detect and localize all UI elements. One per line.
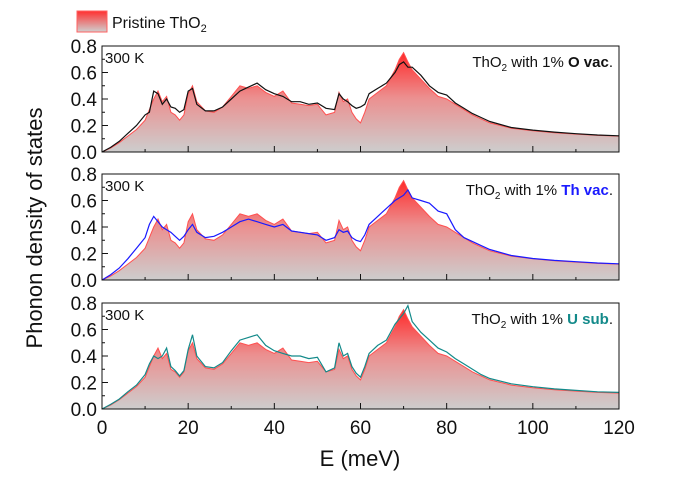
x-tick-label: 80 <box>436 418 457 439</box>
panel-title: ThO2 with 1% U sub. <box>472 311 613 331</box>
y-axis-label: Phonon density of states <box>22 108 47 349</box>
y-tick-label: 0.2 <box>71 245 97 266</box>
y-tick-label: 0.8 <box>71 165 97 186</box>
y-tick-label: 0.6 <box>71 64 97 85</box>
legend: Pristine ThO2 <box>76 10 207 35</box>
defect-line <box>101 61 620 153</box>
y-tick-label: 0.4 <box>71 218 98 239</box>
defect-line <box>101 188 620 281</box>
y-tick-label: 0.2 <box>71 374 97 395</box>
pristine-area <box>101 51 620 153</box>
y-tick-label: 0.6 <box>71 192 97 213</box>
panel-title: ThO2 with 1% Th vac. <box>466 182 613 202</box>
defect-line <box>101 303 620 410</box>
panel-3: 0.0 0.2 0.4 0.6 0.8 0 20 40 60 80 100 120 300 K ThO2 … <box>71 294 635 439</box>
x-tick-label: 100 <box>517 418 549 439</box>
temperature-label: 300 K <box>105 50 144 67</box>
y-tick-label: 0.0 <box>71 271 97 292</box>
y-tick-label: 0.0 <box>71 400 97 421</box>
x-axis-label: E (meV) <box>320 446 401 471</box>
y-tick-label: 0.8 <box>71 37 97 58</box>
y-tick-label: 0.8 <box>71 294 97 315</box>
y-tick-label: 0.0 <box>71 143 97 164</box>
x-tick-label: 60 <box>350 418 371 439</box>
temperature-label: 300 K <box>105 178 144 195</box>
y-tick-label: 0.6 <box>71 321 97 342</box>
legend-label: Pristine ThO2 <box>112 15 207 35</box>
pristine-area <box>101 308 620 410</box>
x-tick-label: 0 <box>97 418 108 439</box>
panel-2: 0.0 0.2 0.4 0.6 0.8 300 K ThO2 with 1% Th vac. <box>71 165 620 292</box>
x-tick-label: 20 <box>178 418 199 439</box>
x-tick-label: 120 <box>603 418 635 439</box>
y-tick-label: 0.4 <box>71 347 98 368</box>
y-tick-label: 0.4 <box>71 90 98 111</box>
temperature-label: 300 K <box>105 307 144 324</box>
y-tick-label: 0.2 <box>71 117 97 138</box>
panel-1: 0.0 0.2 0.4 0.6 0.8 300 K ThO2 with 1% O vac. <box>71 37 620 164</box>
legend-swatch <box>76 10 108 33</box>
panel-title: ThO2 with 1% O vac. <box>472 54 613 74</box>
x-tick-label: 40 <box>264 418 285 439</box>
